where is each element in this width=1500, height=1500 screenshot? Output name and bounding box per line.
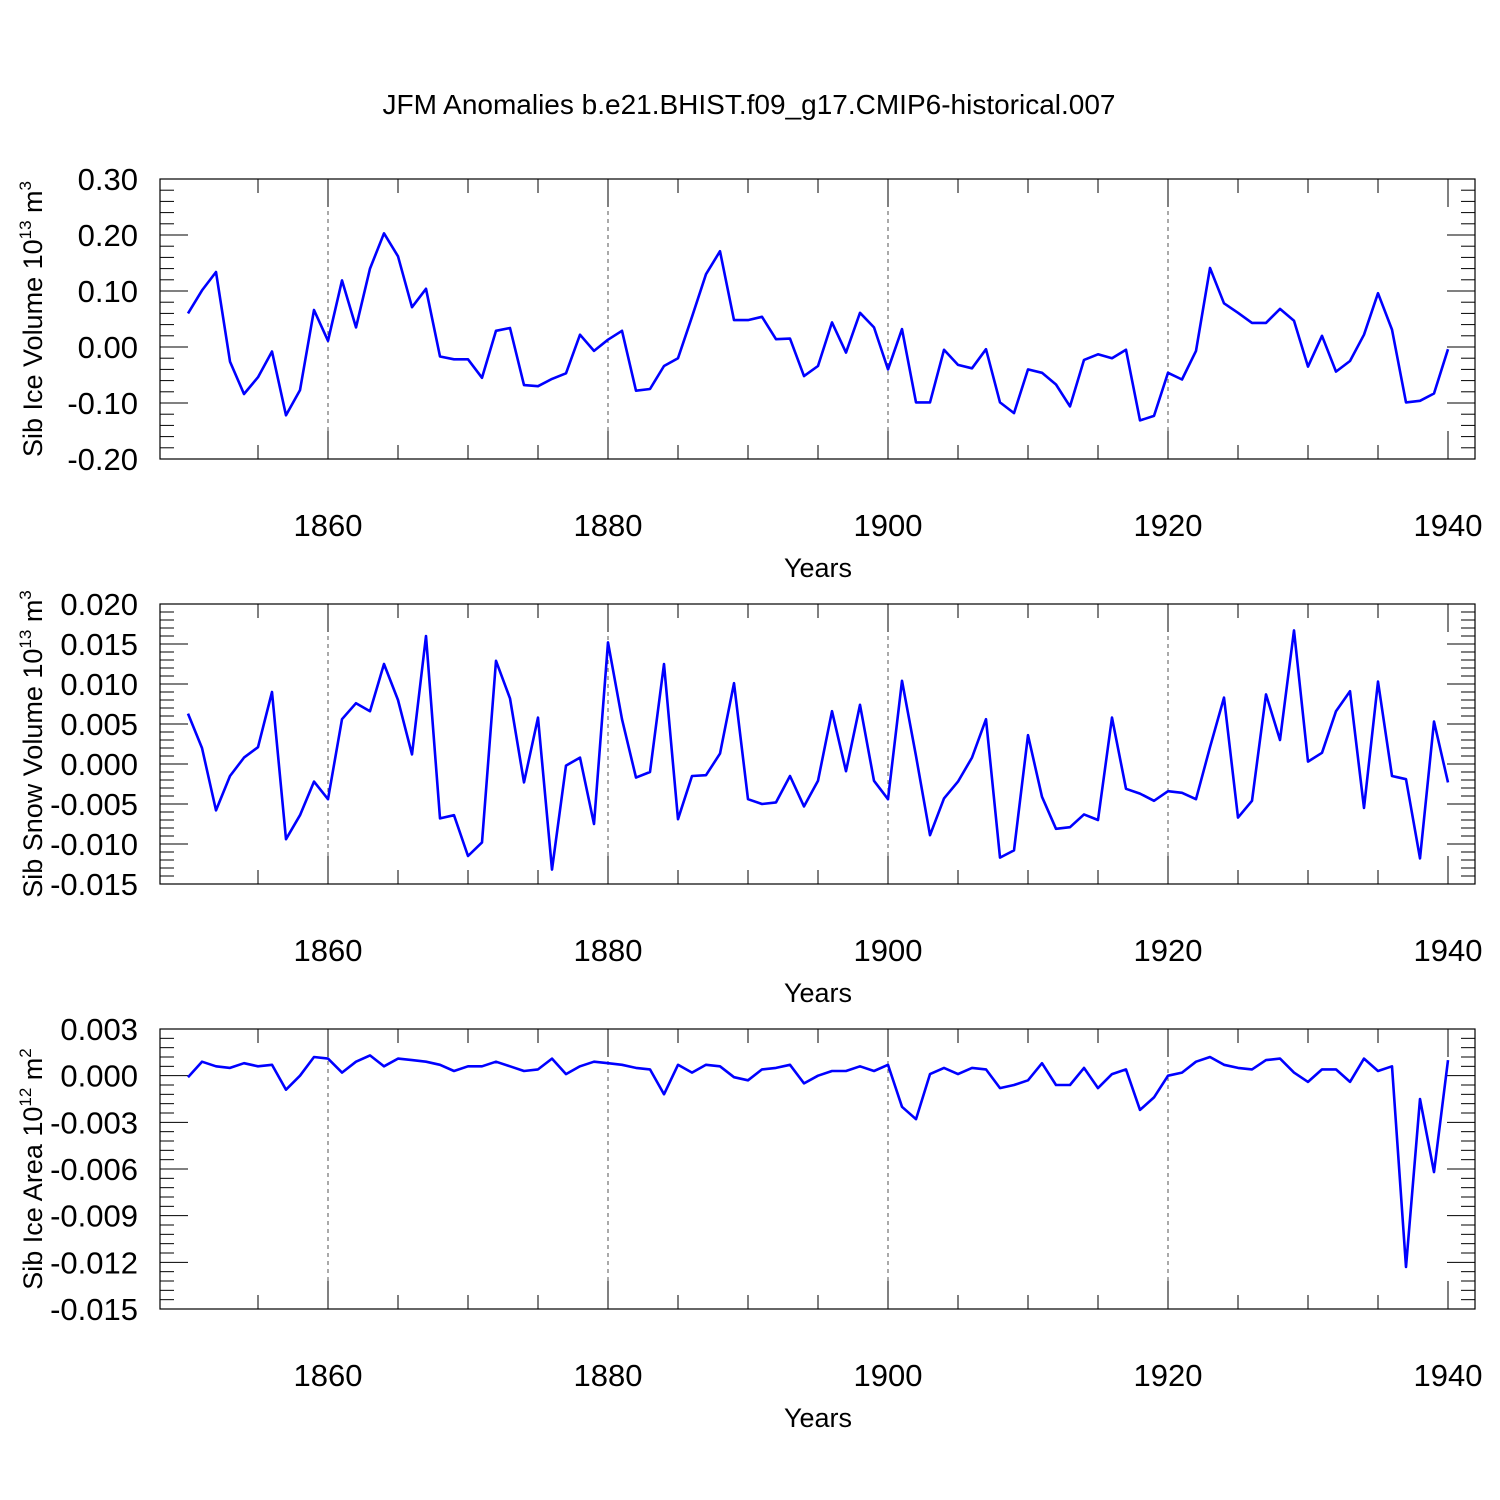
y-tick-label: 0.20 xyxy=(78,218,138,253)
y-tick-label: -0.012 xyxy=(50,1245,138,1280)
x-tick-label: 1940 xyxy=(1414,1358,1483,1393)
x-axis-label: Years xyxy=(784,553,852,583)
y-axis-label: Sib Snow Volume 1013 m3 xyxy=(16,590,48,898)
y-axis-label: Sib Ice Area 1012 m2 xyxy=(16,1048,48,1290)
x-tick-label: 1920 xyxy=(1134,933,1203,968)
plot-frame xyxy=(159,1028,1476,1310)
y-tick-label: 0.010 xyxy=(60,667,138,702)
x-axis-label: Years xyxy=(784,978,852,1008)
series-line xyxy=(186,232,1450,422)
y-tick-label: -0.20 xyxy=(67,442,138,477)
y-tick-label: -0.005 xyxy=(50,787,138,822)
y-tick-label: 0.000 xyxy=(60,1059,138,1094)
plot-frame xyxy=(159,603,1476,885)
x-tick-label: 1880 xyxy=(574,508,643,543)
x-tick-label: 1860 xyxy=(294,933,363,968)
y-tick-label: 0.015 xyxy=(60,627,138,662)
x-tick-label: 1880 xyxy=(574,933,643,968)
y-tick-label: -0.015 xyxy=(50,867,138,902)
panels: -0.20 -0.10 0.00 0.10 0.20 0.30 1860 1880 1900 19… xyxy=(16,162,1482,1433)
y-tick-label: 0.020 xyxy=(60,587,138,622)
x-tick-label: 1900 xyxy=(854,933,923,968)
y-tick-label: -0.006 xyxy=(50,1152,138,1187)
y-axis-label: Sib Ice Volume 1013 m3 xyxy=(16,181,48,457)
y-tick-label: 0.30 xyxy=(78,162,138,197)
x-tick-label: 1900 xyxy=(854,508,923,543)
series-line xyxy=(187,1054,1450,1269)
y-tick-label: -0.10 xyxy=(67,386,138,421)
y-tick-label: -0.009 xyxy=(50,1199,138,1234)
x-axis-label: Years xyxy=(784,1403,852,1433)
x-tick-label: 1860 xyxy=(294,1358,363,1393)
x-tick-label: 1940 xyxy=(1414,933,1483,968)
series-line xyxy=(186,629,1450,871)
y-tick-label: 0.10 xyxy=(78,274,138,309)
x-tick-label: 1920 xyxy=(1134,1358,1203,1393)
chart-panel-2: -0.015 -0.010 -0.005 0.000 0.005 0.010 0.015 0.… xyxy=(16,587,1482,1008)
x-tick-label: 1860 xyxy=(294,508,363,543)
y-tick-label: -0.015 xyxy=(50,1292,138,1327)
figure-title: JFM Anomalies b.e21.BHIST.f09_g17.CMIP6-… xyxy=(382,89,1115,120)
y-tick-label: 0.003 xyxy=(60,1012,138,1047)
y-tick-label: 0.00 xyxy=(78,330,138,365)
y-tick-label: -0.003 xyxy=(50,1105,138,1140)
x-tick-label: 1900 xyxy=(854,1358,923,1393)
x-tick-label: 1940 xyxy=(1414,508,1483,543)
x-tick-label: 1920 xyxy=(1134,508,1203,543)
y-tick-label: -0.010 xyxy=(50,827,138,862)
chart-panel-3: -0.015 -0.012 -0.009 -0.006 -0.003 0.000 0.003… xyxy=(16,1012,1482,1433)
y-tick-label: 0.005 xyxy=(60,707,138,742)
y-tick-label: 0.000 xyxy=(60,747,138,782)
chart-panel-1: -0.20 -0.10 0.00 0.10 0.20 0.30 1860 1880 1900 19… xyxy=(16,162,1482,583)
x-tick-label: 1880 xyxy=(574,1358,643,1393)
